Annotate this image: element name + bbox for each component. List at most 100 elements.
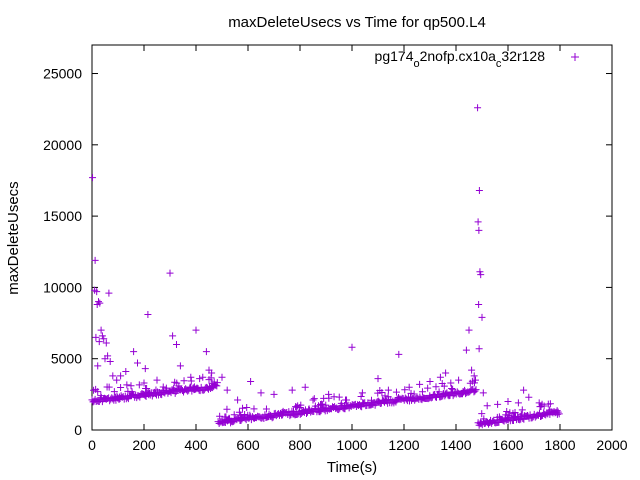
data-point xyxy=(535,399,543,407)
data-point xyxy=(141,365,149,373)
data-point xyxy=(525,393,533,401)
data-point xyxy=(478,313,486,321)
y-tick-label: 25000 xyxy=(43,66,82,82)
legend-plus-marker xyxy=(571,53,579,61)
data-point xyxy=(102,339,110,347)
x-tick-label: 400 xyxy=(184,437,208,453)
data-point xyxy=(410,390,418,398)
data-point xyxy=(374,375,382,383)
data-point xyxy=(436,373,444,381)
data-point xyxy=(462,346,470,354)
data-point xyxy=(216,412,224,420)
data-point xyxy=(268,414,276,422)
data-point xyxy=(471,387,479,395)
data-point xyxy=(335,393,343,401)
data-point xyxy=(395,350,403,358)
data-point xyxy=(106,358,114,366)
data-point xyxy=(130,348,138,356)
data-point xyxy=(92,333,100,341)
data-point xyxy=(105,289,113,297)
data-point xyxy=(199,373,207,381)
data-point xyxy=(335,406,343,414)
data-point xyxy=(357,392,365,400)
data-point xyxy=(243,403,251,411)
data-point xyxy=(384,386,392,394)
y-tick-label: 15000 xyxy=(43,208,82,224)
data-point xyxy=(316,408,324,416)
y-axis-label: maxDeleteUsecs xyxy=(5,181,22,294)
data-point xyxy=(424,384,432,392)
data-point xyxy=(477,271,485,279)
data-point xyxy=(416,380,424,388)
data-point xyxy=(286,412,294,420)
data-point xyxy=(187,373,195,381)
data-point xyxy=(192,326,200,334)
legend-marker xyxy=(571,53,579,61)
data-point xyxy=(432,383,440,391)
data-point xyxy=(270,390,278,398)
data-point xyxy=(187,377,195,385)
data-point xyxy=(470,372,478,380)
data-point xyxy=(89,174,97,182)
data-point xyxy=(405,383,413,391)
data-point xyxy=(196,375,204,383)
data-point xyxy=(309,396,317,404)
data-point xyxy=(144,311,152,318)
data-point xyxy=(101,355,109,363)
data-point xyxy=(511,408,519,416)
x-tick-label: 1400 xyxy=(440,437,471,453)
data-point xyxy=(504,397,512,405)
data-point xyxy=(476,268,484,276)
data-point xyxy=(358,403,366,411)
legend-text-part: 2nofp.cx10a xyxy=(420,48,496,64)
data-point xyxy=(401,386,409,394)
data-point xyxy=(213,379,221,387)
data-point xyxy=(113,376,121,384)
legend-text-part: 32r128 xyxy=(501,48,545,64)
data-point xyxy=(516,416,524,424)
data-point xyxy=(518,406,526,414)
y-tick-label: 20000 xyxy=(43,137,82,153)
data-point xyxy=(483,402,491,410)
data-point xyxy=(91,256,99,264)
data-point xyxy=(94,388,102,396)
data-point xyxy=(93,288,101,296)
x-axis: 0 200 400 600 800 1000 1200 1400 1600 1800 2000 xyxy=(88,45,628,453)
x-tick-label: 200 xyxy=(132,437,156,453)
data-point xyxy=(301,383,309,391)
data-point xyxy=(514,399,522,407)
data-point xyxy=(123,381,131,389)
data-point xyxy=(517,410,525,418)
data-point xyxy=(546,400,554,408)
data-point xyxy=(153,376,161,384)
x-tick-label: 1800 xyxy=(544,437,575,453)
data-point xyxy=(448,385,456,393)
data-point xyxy=(322,401,330,409)
x-tick-label: 1000 xyxy=(336,437,367,453)
data-point xyxy=(546,406,554,414)
data-point xyxy=(475,186,483,194)
x-tick-label: 800 xyxy=(288,437,312,453)
data-point xyxy=(343,396,351,404)
data-point xyxy=(169,332,177,340)
x-tick-label: 1600 xyxy=(492,437,523,453)
data-point xyxy=(310,395,318,403)
data-point xyxy=(435,388,443,396)
data-point xyxy=(494,400,502,408)
data-point xyxy=(455,376,463,384)
data-point xyxy=(207,374,215,382)
data-point xyxy=(218,373,226,381)
data-point xyxy=(325,390,333,398)
data-point xyxy=(223,386,231,394)
data-point xyxy=(348,343,356,351)
data-point xyxy=(257,389,265,397)
y-tick-label: 5000 xyxy=(51,351,82,367)
data-point xyxy=(485,420,492,428)
data-point xyxy=(127,382,135,390)
data-point xyxy=(117,384,125,392)
data-point xyxy=(378,389,386,397)
data-point xyxy=(540,402,548,410)
data-point xyxy=(392,388,400,396)
data-point xyxy=(173,340,180,348)
data-point xyxy=(223,405,231,413)
